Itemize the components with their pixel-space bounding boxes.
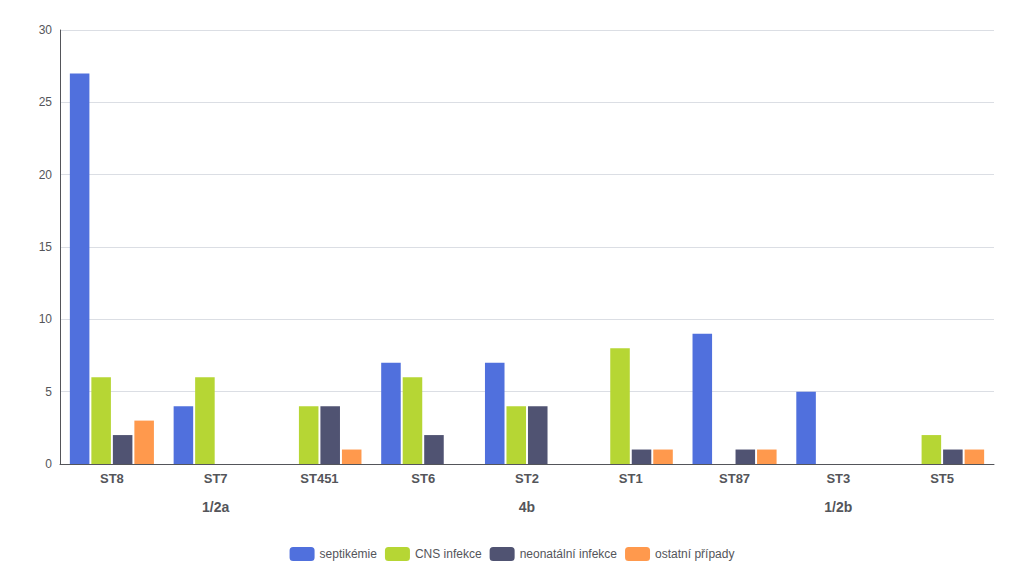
svg-text:ST2: ST2: [515, 471, 539, 486]
svg-text:1/2a: 1/2a: [202, 499, 229, 515]
svg-text:5: 5: [45, 385, 52, 399]
svg-text:ST3: ST3: [826, 471, 850, 486]
svg-text:CNS infekce: CNS infekce: [415, 547, 482, 561]
svg-text:neonatální infekce: neonatální infekce: [520, 547, 618, 561]
svg-text:ST5: ST5: [930, 471, 954, 486]
svg-text:0: 0: [45, 457, 52, 471]
svg-text:ST8: ST8: [100, 471, 124, 486]
svg-text:25: 25: [39, 95, 53, 109]
svg-text:ST1: ST1: [619, 471, 643, 486]
svg-text:20: 20: [39, 168, 53, 182]
svg-text:ST451: ST451: [300, 471, 338, 486]
svg-text:ST7: ST7: [204, 471, 228, 486]
svg-text:4b: 4b: [519, 499, 535, 515]
svg-text:ST6: ST6: [411, 471, 435, 486]
svg-text:ST87: ST87: [719, 471, 750, 486]
svg-text:15: 15: [39, 240, 53, 254]
svg-text:30: 30: [39, 23, 53, 37]
svg-text:ostatní případy: ostatní případy: [655, 547, 734, 561]
svg-text:10: 10: [39, 312, 53, 326]
svg-text:septikémie: septikémie: [320, 547, 378, 561]
svg-text:1/2b: 1/2b: [824, 499, 852, 515]
